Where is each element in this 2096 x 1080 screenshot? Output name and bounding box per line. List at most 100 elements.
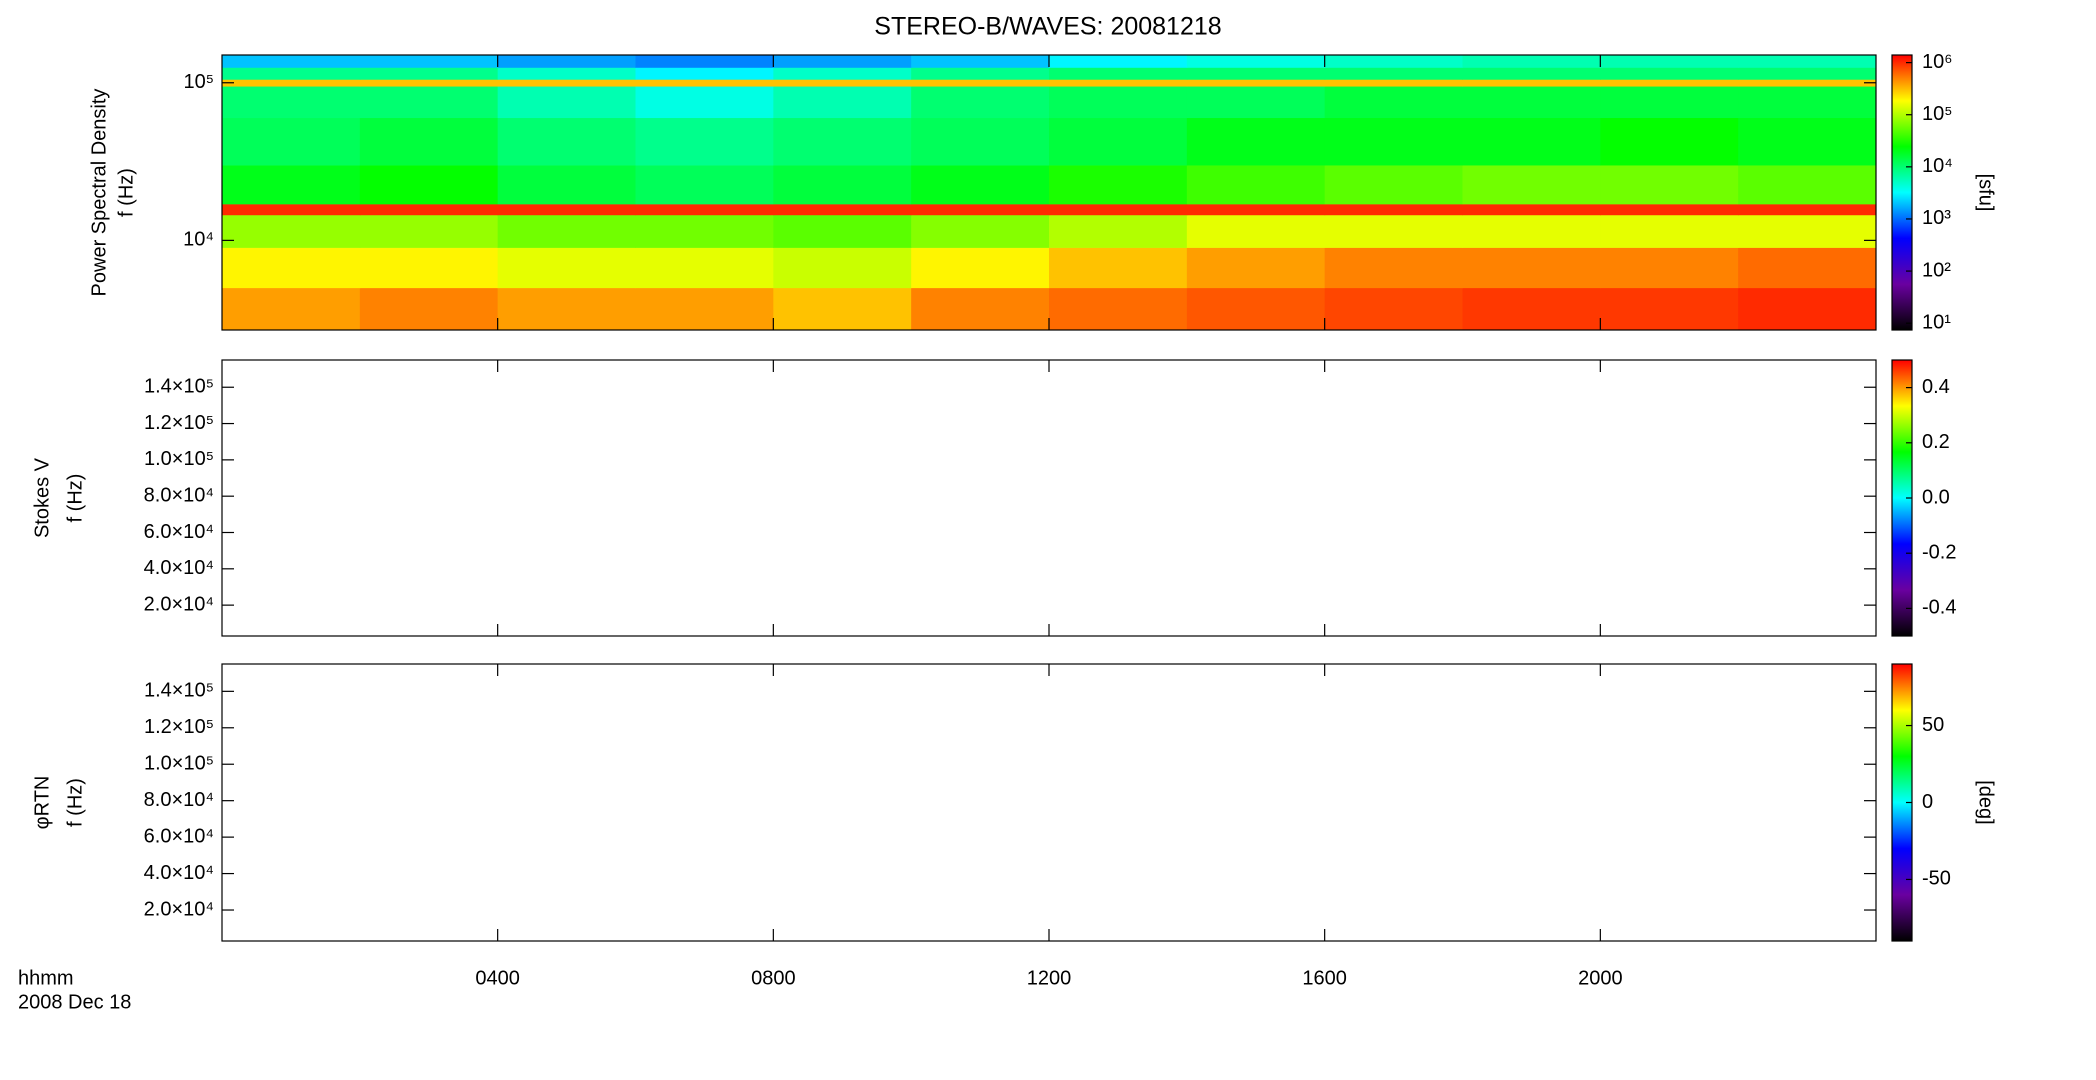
heatmap-cell [1462, 67, 1601, 80]
heatmap-cell [359, 67, 499, 80]
y-tick-label: 1.2×10⁵ [144, 716, 214, 738]
heatmap-cell [1462, 117, 1601, 166]
y-tick-label: 4.0×10⁴ [144, 862, 214, 884]
heatmap-cell [773, 214, 912, 248]
heatmap-cell [1462, 165, 1601, 205]
heatmap-cell [635, 117, 774, 166]
heatmap-cell [635, 287, 774, 331]
heatmap-cell [1462, 214, 1601, 248]
plot-frame [221, 663, 1877, 942]
heatmap-cell [773, 204, 912, 216]
heatmap-cell [1049, 55, 1188, 68]
heatmap-cell [1738, 287, 1877, 331]
heatmap-cell [1462, 287, 1601, 331]
heatmap-cell [773, 79, 912, 87]
heatmap-cell [1738, 86, 1877, 119]
heatmap-cell [1186, 214, 1326, 248]
heatmap-cell [222, 86, 361, 119]
heatmap-cell [1049, 204, 1188, 216]
y-tick-label: 8.0×10⁴ [144, 484, 214, 506]
heatmap-cell [1186, 247, 1326, 289]
heatmap-cell [773, 67, 912, 80]
heatmap-cell [1324, 165, 1463, 205]
heatmap-cell [359, 55, 499, 68]
heatmap-cell [1324, 79, 1463, 87]
heatmap-cell [1738, 165, 1877, 205]
heatmap-cell [222, 287, 361, 331]
heatmap-cell [497, 204, 636, 216]
y-tick-label: 4.0×10⁴ [144, 557, 214, 579]
y-tick-label: 10⁵ [183, 71, 214, 93]
heatmap-cell [497, 117, 636, 166]
heatmap-cell [635, 55, 774, 68]
heatmap-cell [359, 165, 499, 205]
heatmap-cell [497, 287, 636, 331]
heatmap-cell [1186, 204, 1326, 216]
heatmap-cell [359, 86, 499, 119]
heatmap-cell [1462, 79, 1601, 87]
heatmap-cell [1738, 117, 1877, 166]
heatmap-cell [635, 165, 774, 205]
heatmap-cell [222, 204, 361, 216]
heatmap-cell [773, 117, 912, 166]
colorbar-tick-label: -50 [1922, 868, 1951, 890]
heatmap-cell [911, 86, 1050, 119]
y-axis-label: f (Hz) [64, 474, 86, 523]
x-tick-label: 1600 [1302, 967, 1347, 989]
heatmap-cell [1049, 117, 1188, 166]
heatmap-cell [1738, 67, 1877, 80]
y-tick-label: 2.0×10⁴ [144, 593, 214, 615]
heatmap-cell [1186, 55, 1326, 68]
heatmap-cell [1600, 247, 1739, 289]
heatmap-cell [1324, 247, 1463, 289]
heatmap-cell [911, 287, 1050, 331]
heatmap-cell [1324, 214, 1463, 248]
y-tick-label: 1.4×10⁵ [144, 376, 214, 398]
heatmap-cell [222, 214, 361, 248]
heatmap-cell [1049, 67, 1188, 80]
colorbar-tick-label: -0.4 [1922, 597, 1956, 619]
heatmap-cell [1324, 86, 1463, 119]
heatmap-cell [1738, 247, 1877, 289]
colorbar-tick-label: 10² [1922, 259, 1951, 281]
y-tick-label: 2.0×10⁴ [144, 898, 214, 920]
heatmap-cell [1186, 165, 1326, 205]
heatmap-cell [359, 117, 499, 166]
heatmap-cell [497, 86, 636, 119]
heatmap-cell [1600, 55, 1739, 68]
heatmap-cell [773, 86, 912, 119]
colorbar [1891, 54, 1913, 331]
heatmap-cell [222, 165, 361, 205]
colorbar-tick-label: 0.0 [1922, 486, 1950, 508]
y-axis-label: Power Spectral Density [88, 89, 110, 297]
heatmap-cell [1738, 204, 1877, 216]
x-tick-label: 1200 [1027, 967, 1072, 989]
heatmap-cell [1049, 247, 1188, 289]
heatmap-cell [222, 247, 361, 289]
heatmap-cell [1186, 67, 1326, 80]
heatmap-cell [911, 165, 1050, 205]
heatmap-cell [1324, 204, 1463, 216]
plot-frame [221, 359, 1877, 637]
heatmap-cell [1049, 79, 1188, 87]
y-axis-label: f (Hz) [64, 778, 86, 827]
colorbar-label: [deg] [1975, 780, 1997, 824]
x-tick-label: 2000 [1578, 967, 1623, 989]
heatmap-cell [1600, 117, 1739, 166]
heatmap-cell [1600, 204, 1739, 216]
heatmap-cell [359, 287, 499, 331]
y-tick-label: 1.4×10⁵ [144, 680, 214, 702]
heatmap-cell [1462, 55, 1601, 68]
colorbar-tick-label: 0.2 [1922, 431, 1950, 453]
heatmap-cell [1462, 247, 1601, 289]
heatmap-cell [1049, 287, 1188, 331]
heatmap-cell [359, 204, 499, 216]
heatmap-cell [1049, 214, 1188, 248]
heatmap-cell [1324, 117, 1463, 166]
x-axis-date: 2008 Dec 18 [18, 991, 131, 1013]
heatmap-cell [1186, 86, 1326, 119]
heatmap-cell [1600, 86, 1739, 119]
y-axis-label: φRTN [31, 776, 53, 830]
heatmap-cell [497, 247, 636, 289]
